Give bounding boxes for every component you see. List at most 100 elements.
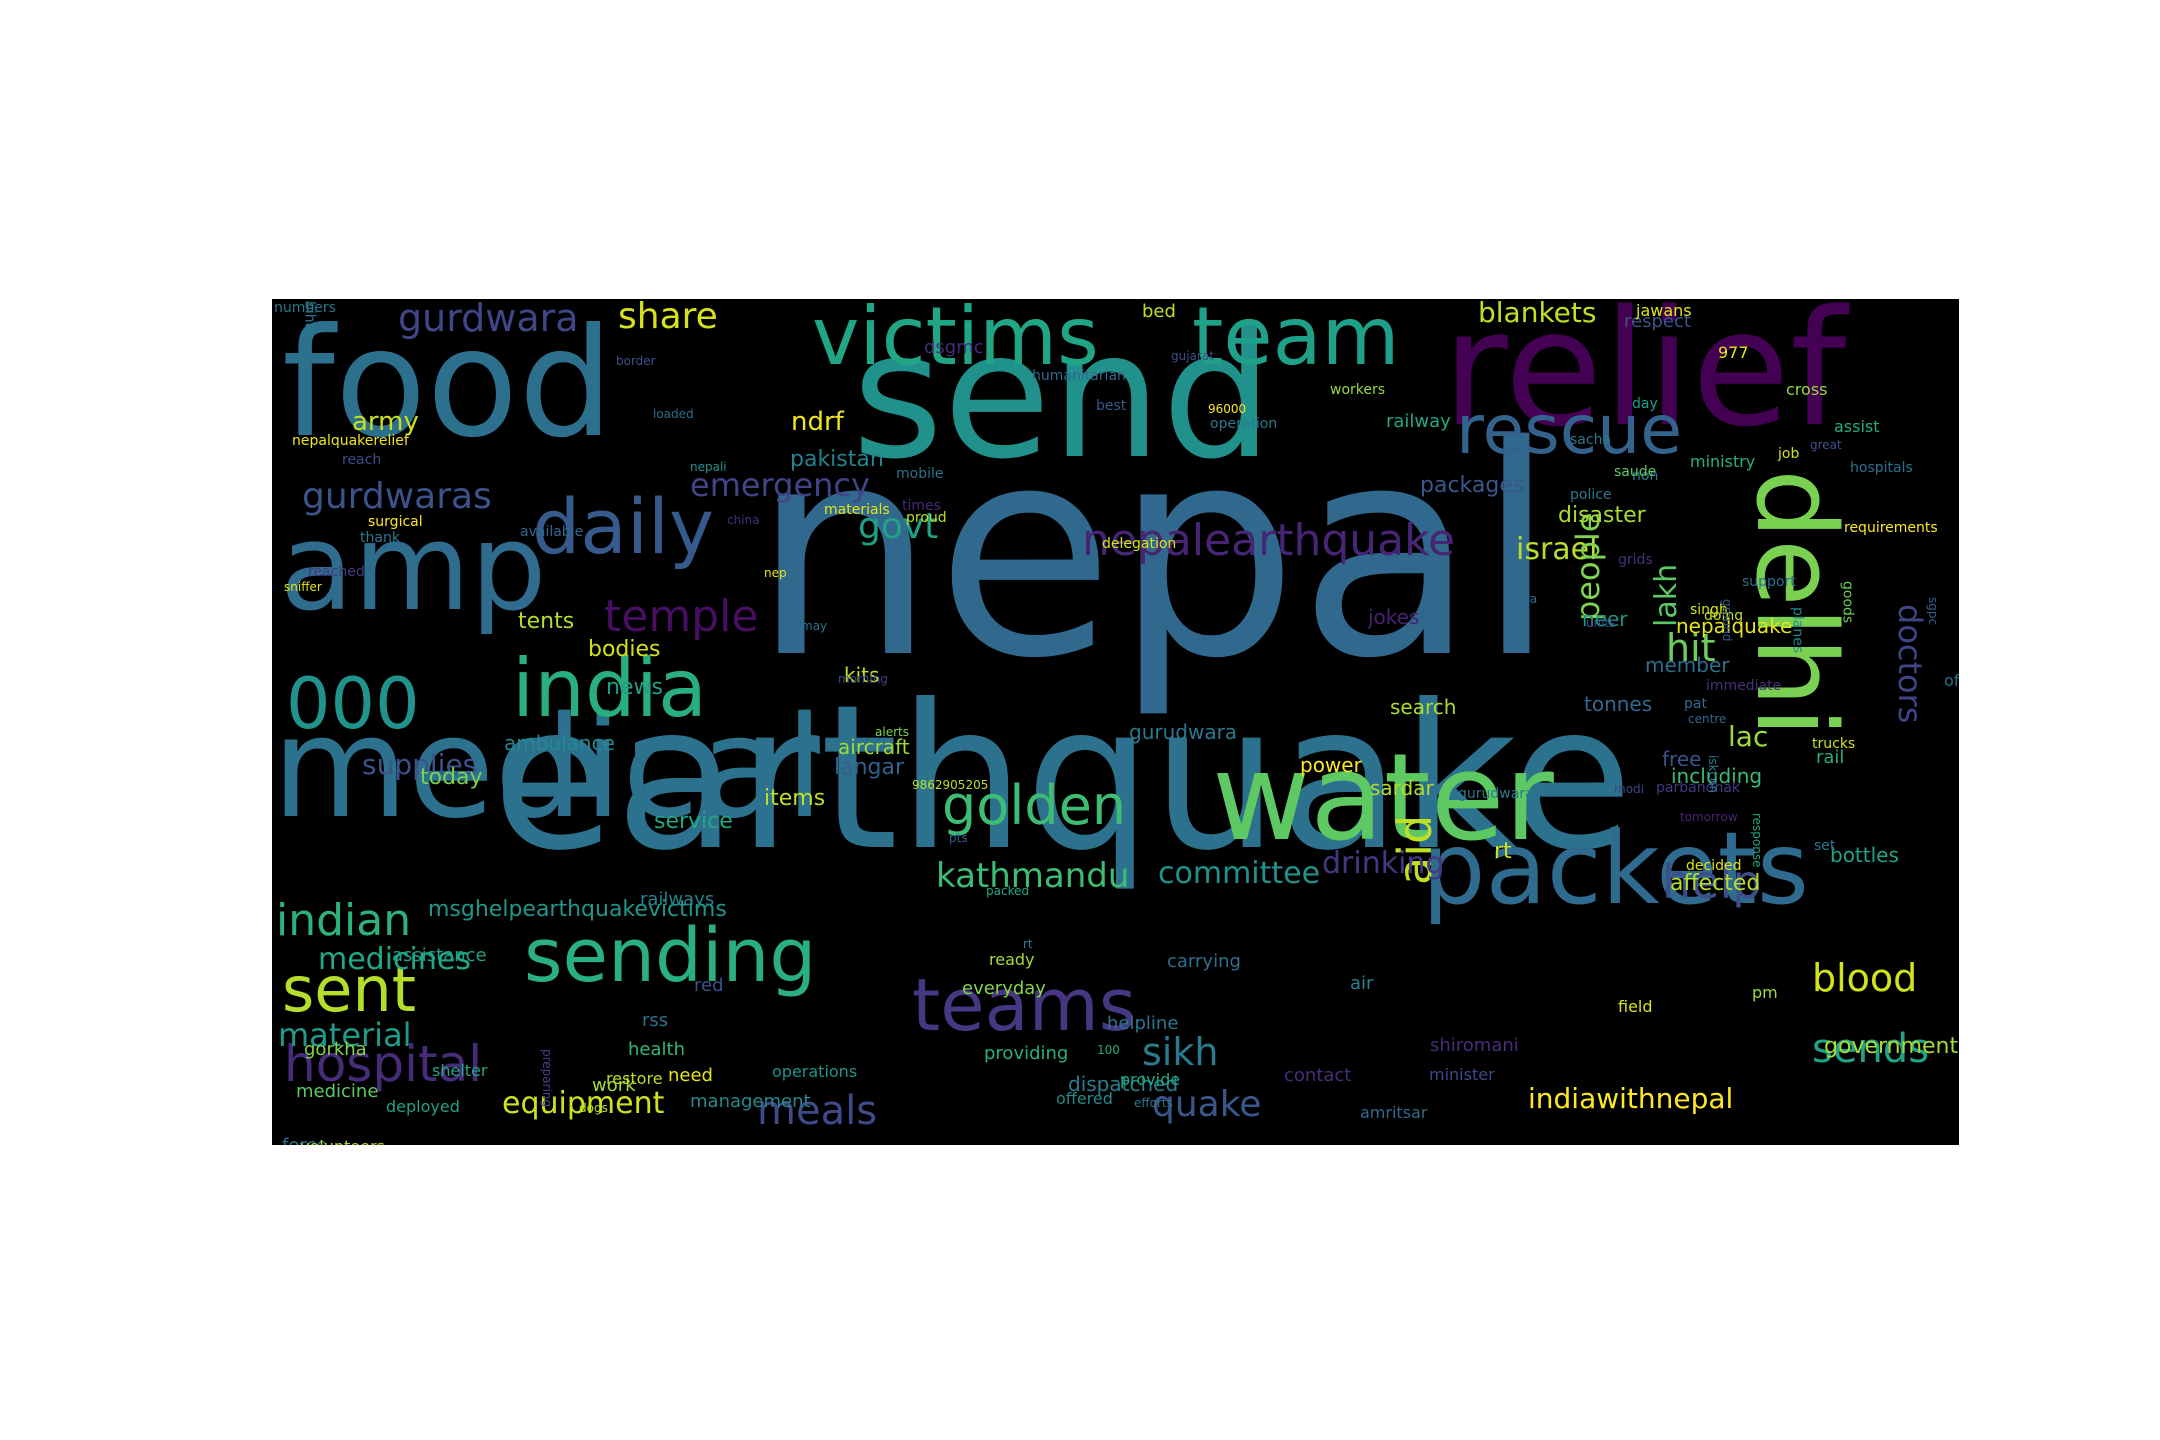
cloud-word: helpline: [1107, 1013, 1179, 1034]
cloud-word: modi: [1614, 782, 1644, 796]
cloud-word: supplies: [362, 748, 478, 781]
cloud-word: news: [606, 675, 663, 700]
cloud-word: sends: [1812, 1026, 1930, 1072]
cloud-word: packages: [1420, 473, 1525, 498]
cloud-word: emergency: [690, 466, 870, 504]
cloud-word: rt: [1023, 937, 1033, 951]
cloud-word: gujarat: [1171, 349, 1214, 363]
cloud-word: indian: [276, 895, 412, 946]
cloud-word: temple: [604, 591, 759, 642]
cloud-word: medical: [272, 687, 824, 850]
cloud-word: gurudwaras: [1458, 786, 1541, 802]
cloud-word: saude: [1614, 464, 1657, 480]
cloud-word: doctors: [1890, 604, 1929, 724]
cloud-word: material: [278, 1016, 412, 1054]
cloud-word: tomorrow: [1680, 810, 1738, 824]
cloud-word: dispatched: [1068, 1072, 1179, 1096]
cloud-word: aircraft: [838, 735, 910, 759]
cloud-word: affected: [1670, 871, 1761, 896]
cloud-word: dera: [1510, 592, 1538, 606]
cloud-word: nepal: [752, 385, 1557, 722]
cloud-word: doing: [1704, 608, 1744, 624]
cloud-word: kits: [844, 663, 880, 687]
cloud-word: send: [852, 299, 1273, 498]
cloud-word: planes: [1789, 607, 1806, 654]
cloud-word: ministry: [1690, 452, 1756, 471]
cloud-word: operations: [772, 1062, 858, 1081]
cloud-word: proud: [906, 510, 947, 526]
cloud-word: centre: [1688, 712, 1727, 726]
cloud-word: assistance: [392, 945, 487, 966]
cloud-word: committee: [1158, 856, 1321, 891]
cloud-word: ambulance: [504, 731, 615, 755]
cloud-word: field: [1618, 997, 1653, 1016]
cloud-word: units: [1586, 616, 1616, 630]
cloud-word: golden: [942, 774, 1127, 837]
cloud-word: items: [764, 786, 826, 811]
cloud-word: efforts: [1134, 1096, 1173, 1110]
cloud-word: blankets: [1478, 299, 1597, 329]
cloud-word: israel: [1516, 532, 1598, 567]
cloud-word: 100: [1097, 1043, 1120, 1057]
cloud-word: msghelpearthquakevictims: [428, 897, 727, 922]
cloud-word: sardar: [1370, 776, 1434, 800]
cloud-word: sending: [524, 913, 817, 999]
cloud-word: morning: [838, 672, 888, 686]
cloud-word: medicines: [318, 942, 471, 977]
cloud-word: deployed: [386, 1097, 460, 1116]
cloud-word: 977: [1718, 343, 1749, 362]
cloud-word: management: [690, 1091, 811, 1112]
cloud-word: amp: [280, 499, 547, 638]
cloud-word: neer: [1582, 607, 1628, 631]
cloud-word: ndrf: [791, 407, 844, 437]
cloud-word: gurdwaras: [302, 476, 492, 517]
cloud-word: share: [618, 299, 718, 337]
cloud-word: member: [1645, 653, 1730, 677]
cloud-word: day: [1632, 396, 1658, 412]
cloud-word: today: [420, 765, 483, 790]
cloud-word: jokes: [1368, 605, 1420, 629]
cloud-word: pat: [1684, 696, 1707, 712]
cloud-word: packets: [1422, 810, 1809, 927]
cloud-word: set: [1814, 838, 1836, 854]
cloud-word: team: [1192, 299, 1400, 383]
cloud-word: reached: [308, 564, 365, 580]
cloud-word: job: [1778, 446, 1800, 462]
cloud-word: nepalquake: [1676, 614, 1793, 638]
cloud-word: help: [1662, 855, 1762, 909]
cloud-word: alerts: [875, 725, 909, 739]
cloud-word: parbandhak: [1656, 780, 1741, 796]
cloud-word: loaded: [653, 407, 694, 421]
cloud-word: bodies: [588, 637, 661, 662]
cloud-word: decided: [1686, 858, 1742, 874]
cloud-word: workers: [1330, 382, 1386, 398]
cloud-word: dogs: [579, 1101, 608, 1115]
cloud-word: 000: [286, 663, 420, 745]
cloud-word: lac: [1728, 720, 1769, 753]
cloud-word: quake: [1152, 1084, 1262, 1125]
cloud-word: non: [1632, 468, 1659, 484]
cloud-word: equipment: [502, 1086, 665, 1121]
cloud-word: work: [592, 1075, 636, 1096]
cloud-word: need: [668, 1065, 713, 1086]
cloud-word: contact: [1284, 1065, 1352, 1086]
cloud-word: blood: [1812, 956, 1918, 1000]
cloud-word: railway: [1386, 411, 1451, 432]
cloud-word: support: [1742, 574, 1796, 590]
cloud-word: cross: [1786, 380, 1828, 399]
cloud-word: air: [1350, 973, 1374, 994]
cloud-word: earthquake: [492, 662, 1634, 895]
cloud-word: people: [1569, 512, 1607, 621]
cloud-word: meals: [757, 1088, 878, 1134]
cloud-word: food: [282, 299, 614, 471]
cloud-word: dsgmc: [924, 337, 984, 358]
cloud-word: operation: [1210, 416, 1278, 432]
cloud-word: police: [1570, 487, 1612, 503]
cloud-word: iskcon: [1705, 755, 1720, 794]
cloud-word: sniffer: [284, 580, 322, 594]
cloud-word: bottles: [1830, 843, 1899, 867]
cloud-word: carrying: [1167, 951, 1241, 972]
cloud-word: response: [1749, 813, 1764, 868]
cloud-word: disaster: [1558, 503, 1646, 528]
cloud-word: singh: [1690, 602, 1728, 618]
